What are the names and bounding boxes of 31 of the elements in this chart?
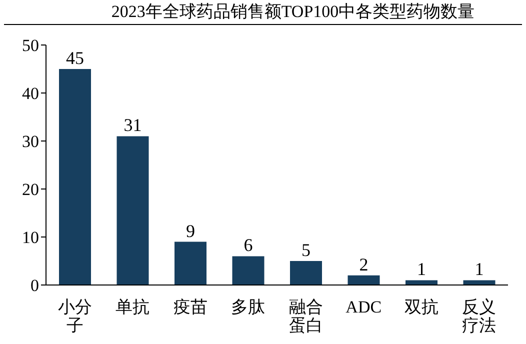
x-tick-label: ADC <box>346 297 382 316</box>
x-tick-label: 融合蛋白 <box>288 297 323 335</box>
bar <box>290 261 322 285</box>
bar <box>406 280 438 285</box>
bar <box>463 280 496 285</box>
x-tick-label: 双抗 <box>404 297 438 316</box>
bar <box>116 136 149 285</box>
y-tick-label: 40 <box>22 84 39 104</box>
y-tick-label: 20 <box>22 180 39 200</box>
bar <box>232 256 264 285</box>
y-tick-label: 10 <box>22 228 39 248</box>
data-label: 9 <box>186 220 195 241</box>
y-tick-label: 30 <box>22 132 39 152</box>
data-label: 31 <box>124 115 142 136</box>
x-tick-label: 疫苗 <box>173 297 208 316</box>
data-label: 6 <box>244 235 253 256</box>
data-label: 1 <box>474 259 484 280</box>
bar <box>174 242 206 285</box>
bar <box>348 275 380 285</box>
x-tick-label: 小分子 <box>58 297 92 335</box>
chart-title: 2023年全球药品销售额TOP100中各类型药物数量 <box>4 0 522 25</box>
y-tick-label: 0 <box>30 276 39 296</box>
data-label: 45 <box>66 48 84 68</box>
x-tick-label: 单抗 <box>116 297 150 316</box>
y-tick-label: 50 <box>22 36 39 56</box>
x-tick-label: 多肽 <box>231 297 266 316</box>
x-tick-label: 反义疗法 <box>462 297 496 335</box>
data-label: 5 <box>302 240 310 260</box>
data-label: 2 <box>359 254 368 274</box>
bar <box>59 69 91 285</box>
data-label: 1 <box>417 259 426 280</box>
